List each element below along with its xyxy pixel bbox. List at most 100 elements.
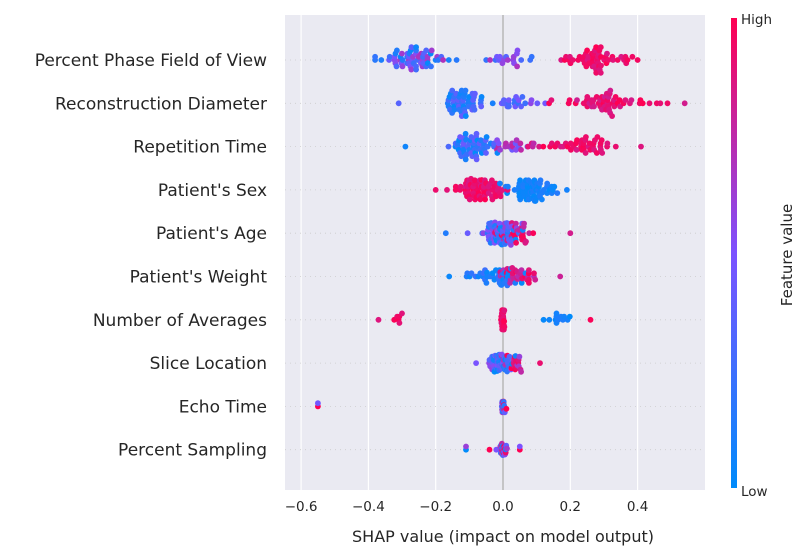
shap-point: [468, 270, 475, 277]
shap-point: [516, 443, 523, 450]
shap-point: [408, 66, 415, 73]
shap-point: [452, 183, 459, 190]
shap-point: [513, 220, 519, 227]
shap-point: [396, 320, 403, 326]
x-tick-label: 0.2: [560, 499, 581, 515]
shap-point: [399, 63, 406, 70]
shap-point: [428, 63, 434, 70]
feature-label: Repetition Time: [133, 138, 267, 158]
colorbar-high-label: High: [741, 12, 772, 28]
shap-point: [511, 187, 518, 193]
shap-point: [584, 94, 591, 100]
shap-point: [442, 230, 449, 237]
shap-point: [432, 187, 439, 193]
shap-point: [646, 100, 653, 107]
shap-point: [517, 177, 523, 184]
shap-point: [598, 62, 604, 69]
feature-labels: Percent Phase Field of View Reconstructio…: [35, 51, 268, 461]
shap-point: [445, 57, 452, 63]
shap-point: [497, 146, 503, 153]
shap-point: [518, 267, 525, 273]
shap-point: [609, 113, 615, 119]
shap-point: [496, 220, 503, 227]
shap-point: [462, 113, 469, 119]
shap-point: [576, 53, 583, 60]
shap-point: [521, 220, 527, 227]
shap-point: [624, 57, 631, 63]
shap-point: [399, 50, 405, 57]
shap-point: [557, 273, 564, 280]
shap-point: [607, 87, 614, 94]
x-axis-title: SHAP value (impact on model output): [352, 527, 654, 546]
shap-point: [554, 190, 561, 197]
shap-point: [634, 57, 641, 63]
shap-point: [513, 137, 520, 144]
feature-label: Number of Averages: [93, 311, 267, 331]
shap-point: [478, 94, 485, 100]
shap-point: [506, 353, 513, 360]
shap-point: [566, 97, 573, 103]
shap-point: [471, 177, 478, 184]
shap-point: [504, 445, 510, 452]
shap-point: [582, 150, 589, 156]
shap-point: [378, 57, 385, 63]
shap-point: [628, 97, 635, 103]
shap-point: [505, 183, 511, 190]
shap-point: [604, 50, 610, 57]
shap-point: [597, 69, 604, 76]
shap-point: [504, 57, 511, 63]
shap-point: [503, 405, 510, 412]
shap-point: [537, 177, 544, 184]
shap-point: [573, 146, 580, 153]
shap-point: [463, 151, 470, 158]
feature-label: Reconstruction Diameter: [55, 94, 267, 114]
shap-point: [528, 53, 535, 60]
shap-point: [526, 280, 532, 286]
shap-point: [638, 143, 644, 150]
feature-label: Echo Time: [179, 397, 267, 417]
shap-point: [564, 187, 570, 193]
shap-point: [483, 134, 490, 140]
shap-point: [540, 143, 547, 150]
shap-point: [518, 368, 524, 375]
shap-point: [629, 53, 636, 60]
x-tick-label: 0.4: [627, 499, 648, 515]
shap-point: [518, 146, 524, 153]
shap-point: [548, 97, 555, 103]
shap-point: [587, 316, 594, 323]
shap-point: [449, 87, 456, 94]
shap-point: [395, 100, 402, 107]
shap-point: [372, 53, 378, 60]
shap-point: [486, 446, 493, 453]
shap-point: [528, 97, 535, 103]
shap-point: [539, 196, 545, 203]
feature-label: Patient's Sex: [158, 181, 267, 201]
shap-point: [480, 230, 487, 237]
shap-point: [522, 100, 529, 107]
feature-label: Patient's Weight: [130, 268, 268, 288]
shap-point: [518, 280, 525, 286]
shap-point: [413, 66, 419, 73]
shap-point: [413, 44, 419, 51]
shap-point: [599, 150, 606, 156]
shap-point: [517, 140, 524, 147]
shap-points: [315, 44, 688, 458]
shap-point: [604, 140, 611, 147]
shap-point: [386, 53, 393, 60]
shap-point: [399, 57, 406, 63]
shap-point: [440, 57, 446, 63]
feature-label: Slice Location: [150, 354, 267, 374]
shap-point: [315, 400, 321, 407]
shap-point: [593, 150, 600, 156]
shap-point: [531, 270, 537, 277]
x-tick-label: −0.4: [352, 499, 385, 515]
shap-point: [483, 280, 490, 286]
shap-point: [462, 87, 469, 94]
shap-point: [501, 97, 507, 103]
shap-point: [453, 57, 460, 63]
shap-point: [610, 57, 616, 63]
shap-point: [523, 238, 529, 245]
shap-point: [513, 239, 519, 246]
shap-point: [493, 193, 499, 200]
